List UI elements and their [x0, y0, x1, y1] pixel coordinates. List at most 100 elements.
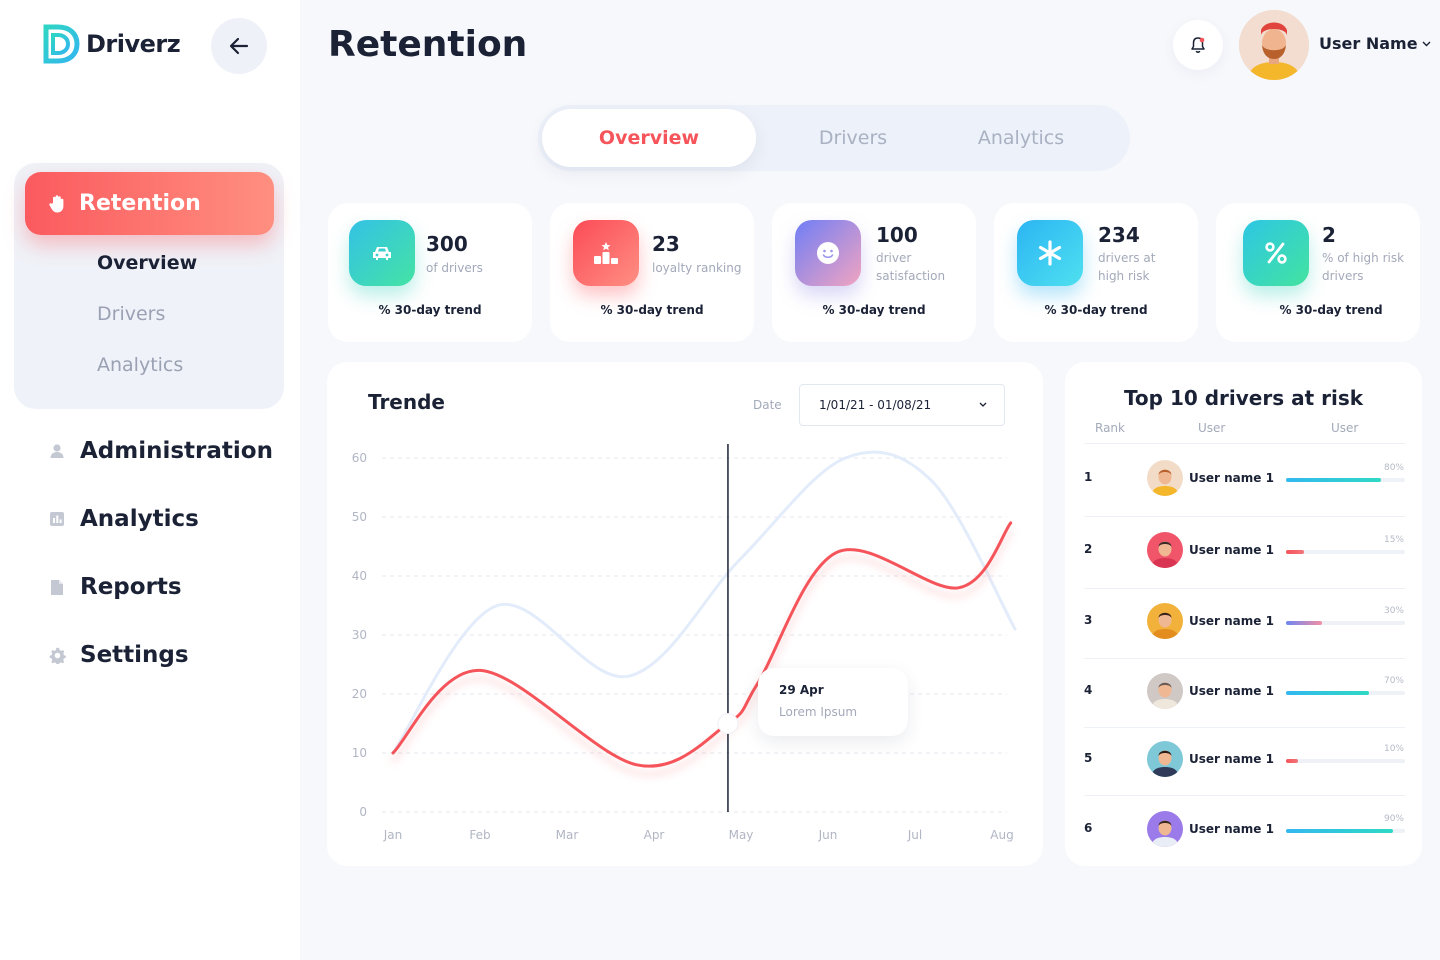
risk-progress-track [1286, 690, 1405, 695]
risk-progress-fill [1286, 550, 1304, 554]
tab-analytics[interactable]: Analytics [977, 127, 1065, 149]
risk-header-rank: Rank [1095, 421, 1125, 435]
stat-card-loyalty: 23 loyalty ranking % 30-day trend [550, 203, 754, 342]
risk-rank: 4 [1084, 682, 1093, 697]
sidebar-subitem-drivers[interactable]: Drivers [97, 303, 166, 325]
risk-progress-track [1286, 621, 1405, 625]
x-tick-label: Mar [556, 828, 579, 842]
avatar[interactable] [1147, 672, 1183, 709]
avatar[interactable] [1147, 532, 1183, 568]
tab-drivers[interactable]: Drivers [818, 127, 888, 149]
sidebar-subitem-analytics[interactable]: Analytics [97, 354, 184, 376]
risk-percent: 15% [1383, 535, 1404, 545]
risk-user-name: User name 1 [1189, 683, 1274, 698]
stat-card-drivers: 300 of drivers % 30-day trend [328, 203, 532, 342]
sidebar-item-administration[interactable]: Administration [48, 438, 273, 464]
risk-user-name: User name 1 [1189, 471, 1274, 485]
asterisk-icon [1017, 220, 1083, 286]
stat-desc: drivers at high risk [1098, 251, 1156, 283]
hand-icon [49, 194, 64, 212]
sidebar-item-analytics[interactable]: Analytics [48, 506, 199, 532]
date-range-value: 1/01/21 - 01/08/21 [819, 398, 932, 412]
y-tick-label: 30 [352, 628, 367, 642]
chevron-down-icon [979, 402, 987, 407]
sidebar-item-retention[interactable]: Retention [25, 172, 274, 235]
risk-row[interactable]: 1 User name 1 80% [1065, 362, 1422, 866]
x-tick-label: May [729, 828, 754, 842]
tab-overview[interactable]: Overview [542, 109, 756, 167]
risk-rank: 5 [1084, 751, 1093, 765]
page-title: Retention [328, 24, 528, 65]
series-line-2 [391, 521, 1013, 768]
risk-rank: 2 [1084, 542, 1093, 556]
stat-desc: driver satisfaction [876, 251, 946, 283]
podium-icon [573, 220, 639, 286]
stat-trend: % 30-day trend [600, 303, 704, 317]
risk-row[interactable]: 6 User name 1 90% [1065, 362, 1422, 866]
stat-value: 2 [1322, 223, 1336, 247]
logo-icon [43, 24, 80, 64]
stat-card-risk-percent: 2 % of high risk drivers % 30-day trend [1216, 203, 1420, 342]
risk-progress-track [1286, 550, 1405, 554]
risk-header-user-2: User [1331, 421, 1359, 435]
risk-user-name: User name 1 [1189, 543, 1274, 557]
stat-trend: % 30-day trend [822, 303, 926, 317]
risk-rank: 3 [1084, 613, 1093, 627]
risk-row[interactable]: 5 User name 1 10% [1065, 362, 1422, 866]
risk-progress-fill [1286, 759, 1298, 763]
risk-progress-fill [1286, 621, 1322, 625]
series-line-1 [391, 450, 1017, 755]
avatar[interactable] [1239, 10, 1309, 80]
y-tick-label: 20 [352, 687, 367, 701]
stat-desc: % of high risk drivers [1322, 251, 1405, 283]
avatar[interactable] [1147, 741, 1183, 777]
stat-card-satisfaction: 100 driver satisfaction % 30-day trend [772, 203, 976, 342]
x-tick-label: Aug [990, 828, 1013, 842]
car-icon [349, 220, 415, 286]
logo[interactable]: Driverz [42, 24, 181, 64]
risk-progress-fill [1286, 478, 1382, 482]
risk-divider [1084, 658, 1405, 659]
avatar-image [1239, 10, 1309, 80]
risk-percent: 30% [1383, 606, 1404, 616]
tooltip-text: Lorem Ipsum [779, 705, 858, 719]
highlight-point[interactable] [717, 713, 739, 734]
notification-button[interactable] [1173, 20, 1223, 70]
avatar[interactable] [1147, 810, 1183, 847]
x-tick-label: Jun [818, 828, 838, 842]
risk-progress-track [1286, 759, 1405, 763]
user-menu[interactable]: User Name [1319, 34, 1431, 53]
risk-row[interactable]: 3 User name 1 30% [1065, 362, 1422, 866]
sidebar-item-label: Reports [80, 574, 182, 600]
risk-progress-fill [1286, 690, 1370, 695]
risk-row[interactable]: 2 User name 1 15% [1065, 362, 1422, 866]
chart-title: Trende [368, 390, 445, 414]
sidebar-item-label: Retention [79, 191, 201, 216]
user-icon [48, 442, 66, 460]
risk-card: Top 10 drivers at risk Rank User User 1 U… [1065, 362, 1422, 866]
date-label: Date [753, 398, 782, 412]
sidebar-item-reports[interactable]: Reports [48, 574, 182, 600]
gear-icon [48, 646, 66, 664]
back-button[interactable] [211, 18, 267, 74]
date-range-select[interactable]: 1/01/21 - 01/08/21 [799, 384, 1005, 426]
sidebar: Driverz Retention Overview Drivers Analy… [0, 0, 300, 960]
logo-text: Driverz [86, 30, 181, 58]
stat-desc: loyalty ranking [652, 261, 742, 275]
sidebar-item-settings[interactable]: Settings [48, 642, 189, 668]
chevron-down-icon [1422, 41, 1431, 46]
risk-percent: 70% [1383, 675, 1404, 686]
sidebar-item-label: Settings [80, 642, 189, 668]
sidebar-subitem-overview[interactable]: Overview [97, 252, 198, 274]
risk-rank: 6 [1084, 820, 1093, 835]
x-tick-label: Feb [469, 828, 490, 842]
avatar[interactable] [1147, 460, 1183, 496]
stat-trend: % 30-day trend [1279, 303, 1383, 317]
stat-value: 234 [1098, 223, 1140, 247]
stat-card-high-risk: 234 drivers at high risk % 30-day trend [994, 203, 1198, 342]
stat-value: 300 [426, 232, 468, 256]
avatar[interactable] [1147, 603, 1183, 639]
trend-chart: 0 10 20 30 40 50 60 Jan Feb Mar Apr May Jun Jul Aug [352, 444, 1017, 842]
y-tick-label: 0 [359, 805, 367, 819]
risk-row[interactable]: 4 User name 1 70% [1065, 362, 1422, 866]
